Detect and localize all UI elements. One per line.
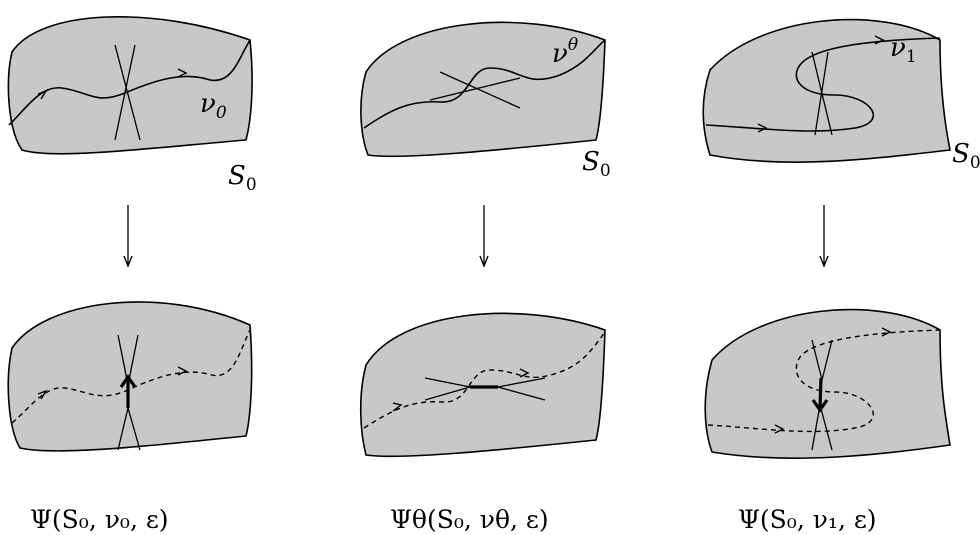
cross-line	[497, 386, 546, 401]
surface-blob	[702, 18, 951, 163]
curve-nutheta	[363, 39, 606, 129]
cross-line	[814, 51, 829, 136]
column-middle: νθ S0 Ψθ(S₀, νθ, ε)	[359, 21, 611, 534]
cross-line	[424, 377, 471, 388]
cross-line	[497, 377, 546, 388]
curve-arrow	[519, 368, 530, 378]
down-arrow	[819, 205, 829, 268]
cross-line	[114, 44, 136, 141]
top-surface-left: ν0 S0	[7, 16, 257, 195]
down-arrow	[123, 205, 133, 268]
column-right: ν1 S0 Ψ(S₀, ν₁, ε)	[702, 18, 980, 534]
cross-line	[424, 386, 471, 401]
surface-label: S0	[952, 139, 980, 173]
cross-line	[811, 339, 823, 381]
curve-nu1	[705, 37, 941, 132]
curve-arrow	[37, 89, 48, 100]
cross-line	[811, 404, 821, 451]
curve-arrow	[177, 366, 188, 376]
curve-arrow	[392, 402, 403, 412]
bottom-surface-middle	[359, 312, 606, 458]
cross-line	[429, 77, 521, 101]
caption-left: Ψ(S₀, ν₀, ε)	[30, 505, 169, 534]
surface-blob	[704, 308, 951, 459]
bold-segment	[818, 377, 823, 409]
surface-label: S0	[228, 161, 257, 195]
top-surface-middle: νθ S0	[360, 21, 611, 181]
bold-arrowhead	[119, 374, 137, 388]
curve-arrow	[37, 389, 48, 400]
dashed-curve	[363, 331, 606, 429]
curve-label: ν1	[890, 33, 917, 67]
surface-blob	[7, 16, 253, 155]
caption-right: Ψ(S₀, ν₁, ε)	[738, 505, 877, 534]
caption-middle: Ψθ(S₀, νθ, ε)	[390, 505, 549, 534]
curve-arrow	[881, 327, 892, 337]
curve-label: ν0	[200, 89, 227, 123]
surface-blob	[359, 312, 606, 458]
column-left: ν0 S0 Ψ(S₀, ν₀, ε)	[7, 16, 257, 534]
bold-arrowhead	[811, 399, 829, 413]
cross-line	[127, 407, 141, 451]
down-arrow	[479, 205, 489, 268]
curve-arrow	[874, 35, 885, 45]
curve-label: νθ	[552, 35, 578, 69]
top-surface-right: ν1 S0	[702, 18, 980, 173]
curve-arrow	[177, 68, 188, 78]
cross-line	[114, 44, 141, 141]
surface-blob	[360, 21, 606, 158]
cross-line	[439, 71, 521, 109]
cross-line	[819, 404, 833, 451]
bottom-surface-right	[704, 308, 951, 459]
curve-arrow	[757, 123, 768, 133]
dashed-curve	[707, 329, 941, 433]
cross-line	[821, 339, 833, 381]
cross-line	[117, 407, 129, 451]
bottom-surface-left	[7, 301, 253, 452]
curve-arrow	[774, 424, 785, 434]
surface-label: S0	[582, 147, 611, 181]
